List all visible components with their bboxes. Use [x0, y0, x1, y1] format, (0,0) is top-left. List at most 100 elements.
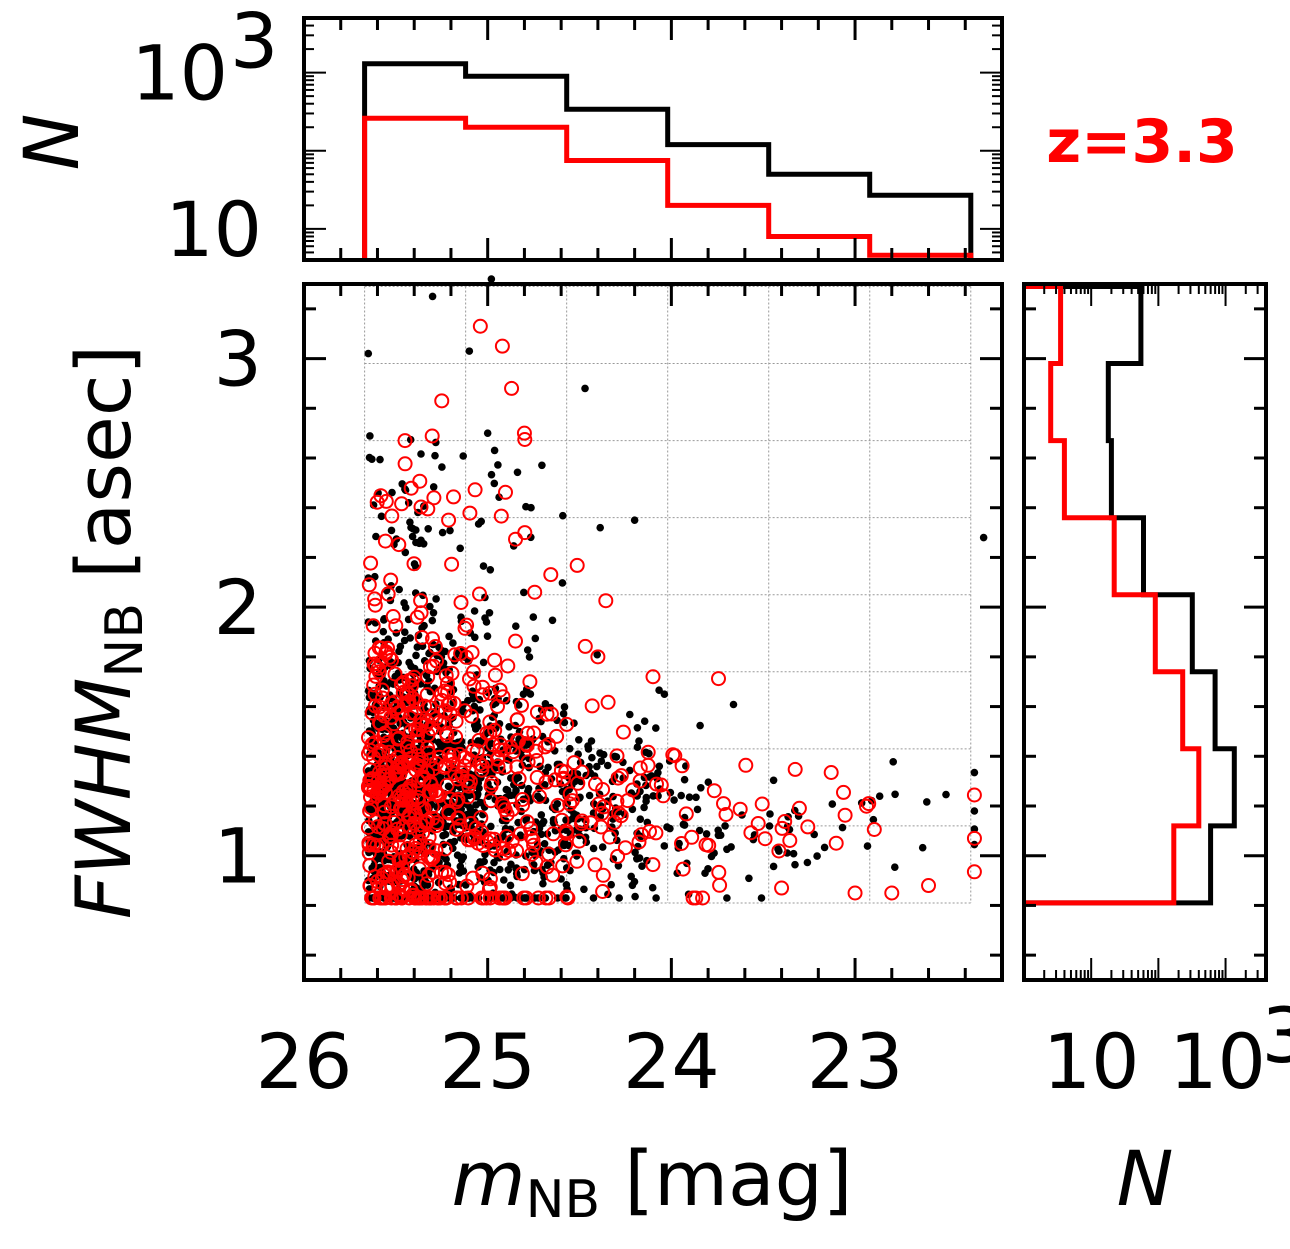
point-selected: [509, 759, 525, 775]
point-selected: [685, 890, 701, 906]
point-all: [635, 854, 644, 862]
point-all: [424, 525, 433, 533]
point-selected-outlier: [472, 318, 488, 334]
point-all: [729, 700, 738, 709]
point-selected: [386, 815, 402, 830]
point-selected: [465, 742, 481, 758]
point-selected: [828, 835, 844, 851]
point-selected: [562, 786, 578, 802]
point-selected: [570, 775, 586, 791]
point-selected: [450, 810, 466, 826]
point-selected: [547, 772, 563, 788]
point-selected: [440, 697, 456, 713]
point-all: [527, 533, 535, 542]
point-all: [388, 488, 396, 497]
point-all: [769, 862, 778, 871]
point-selected: [412, 473, 428, 489]
point-selected: [564, 793, 580, 809]
point-all: [889, 758, 897, 766]
point-all: [596, 523, 604, 532]
point-all: [791, 860, 799, 869]
point-selected: [482, 890, 498, 906]
point-all: [400, 636, 409, 645]
point-all: [527, 503, 535, 512]
point-selected: [559, 716, 575, 732]
point-all: [426, 602, 434, 611]
point-selected: [360, 820, 376, 835]
point-selected: [379, 775, 395, 791]
point-selected: [413, 593, 429, 609]
point-selected: [462, 505, 478, 521]
point-selected: [493, 508, 509, 524]
point-all: [405, 658, 413, 667]
point-selected: [425, 631, 440, 647]
point-selected: [463, 708, 479, 724]
point-all: [456, 544, 465, 553]
point-selected: [526, 837, 542, 853]
x-tick-label: 10: [1043, 1017, 1140, 1106]
y-tick-label: 3: [214, 315, 262, 404]
point-all: [696, 721, 704, 730]
point-selected: [414, 890, 430, 906]
point-selected: [583, 815, 599, 831]
point-all: [445, 632, 453, 641]
point-selected: [479, 725, 495, 741]
point-selected: [966, 787, 982, 803]
point-selected: [420, 501, 436, 517]
point-selected: [474, 762, 490, 778]
y-tick-label: 10: [165, 185, 262, 274]
point-all: [485, 609, 494, 617]
point-selected-outlier: [504, 380, 520, 396]
point-selected: [732, 801, 748, 817]
point-selected: [449, 821, 465, 837]
point-selected: [363, 555, 379, 571]
point-selected-outlier: [966, 830, 982, 846]
point-all: [652, 894, 660, 902]
point-all: [483, 632, 492, 640]
point-selected: [577, 638, 593, 654]
point-selected: [410, 773, 426, 789]
point-all: [513, 468, 522, 477]
point-selected: [701, 837, 717, 853]
point-selected: [543, 567, 559, 583]
point-selected: [487, 652, 503, 668]
point-selected: [382, 649, 397, 665]
point-selected: [361, 577, 377, 593]
point-selected: [439, 728, 455, 744]
point-all: [875, 792, 884, 800]
point-all: [598, 843, 607, 851]
point-selected: [541, 846, 557, 862]
point-selected: [423, 784, 439, 800]
point-selected: [430, 890, 446, 906]
point-all: [512, 786, 520, 795]
point-selected: [432, 714, 447, 730]
y-tick-label: 1: [214, 812, 262, 901]
point-selected: [554, 812, 570, 828]
point-all: [480, 857, 489, 866]
x-tick-label: 26: [256, 1017, 353, 1106]
point-selected: [595, 884, 611, 899]
point-all: [379, 627, 388, 636]
point-selected: [452, 818, 468, 834]
point-selected: [437, 841, 453, 857]
point-selected: [447, 647, 463, 663]
point-selected: [401, 673, 417, 688]
point-all: [457, 856, 466, 864]
point-all: [459, 452, 468, 460]
point-selected: [387, 666, 403, 682]
point-selected: [377, 533, 393, 549]
histogram-all: [362, 61, 974, 260]
point-selected: [449, 890, 465, 906]
point-all-outlier: [979, 533, 988, 542]
point-selected: [383, 844, 399, 860]
point-all: [468, 808, 476, 817]
point-selected: [411, 748, 426, 764]
point-selected: [566, 755, 582, 771]
point-selected: [587, 857, 603, 873]
x-axis-label: mNB [mag]: [452, 1134, 853, 1230]
point-selected: [362, 878, 378, 893]
point-all: [655, 762, 664, 771]
point-selected: [684, 829, 700, 845]
point-selected: [492, 682, 508, 698]
point-selected-outlier: [434, 393, 450, 409]
